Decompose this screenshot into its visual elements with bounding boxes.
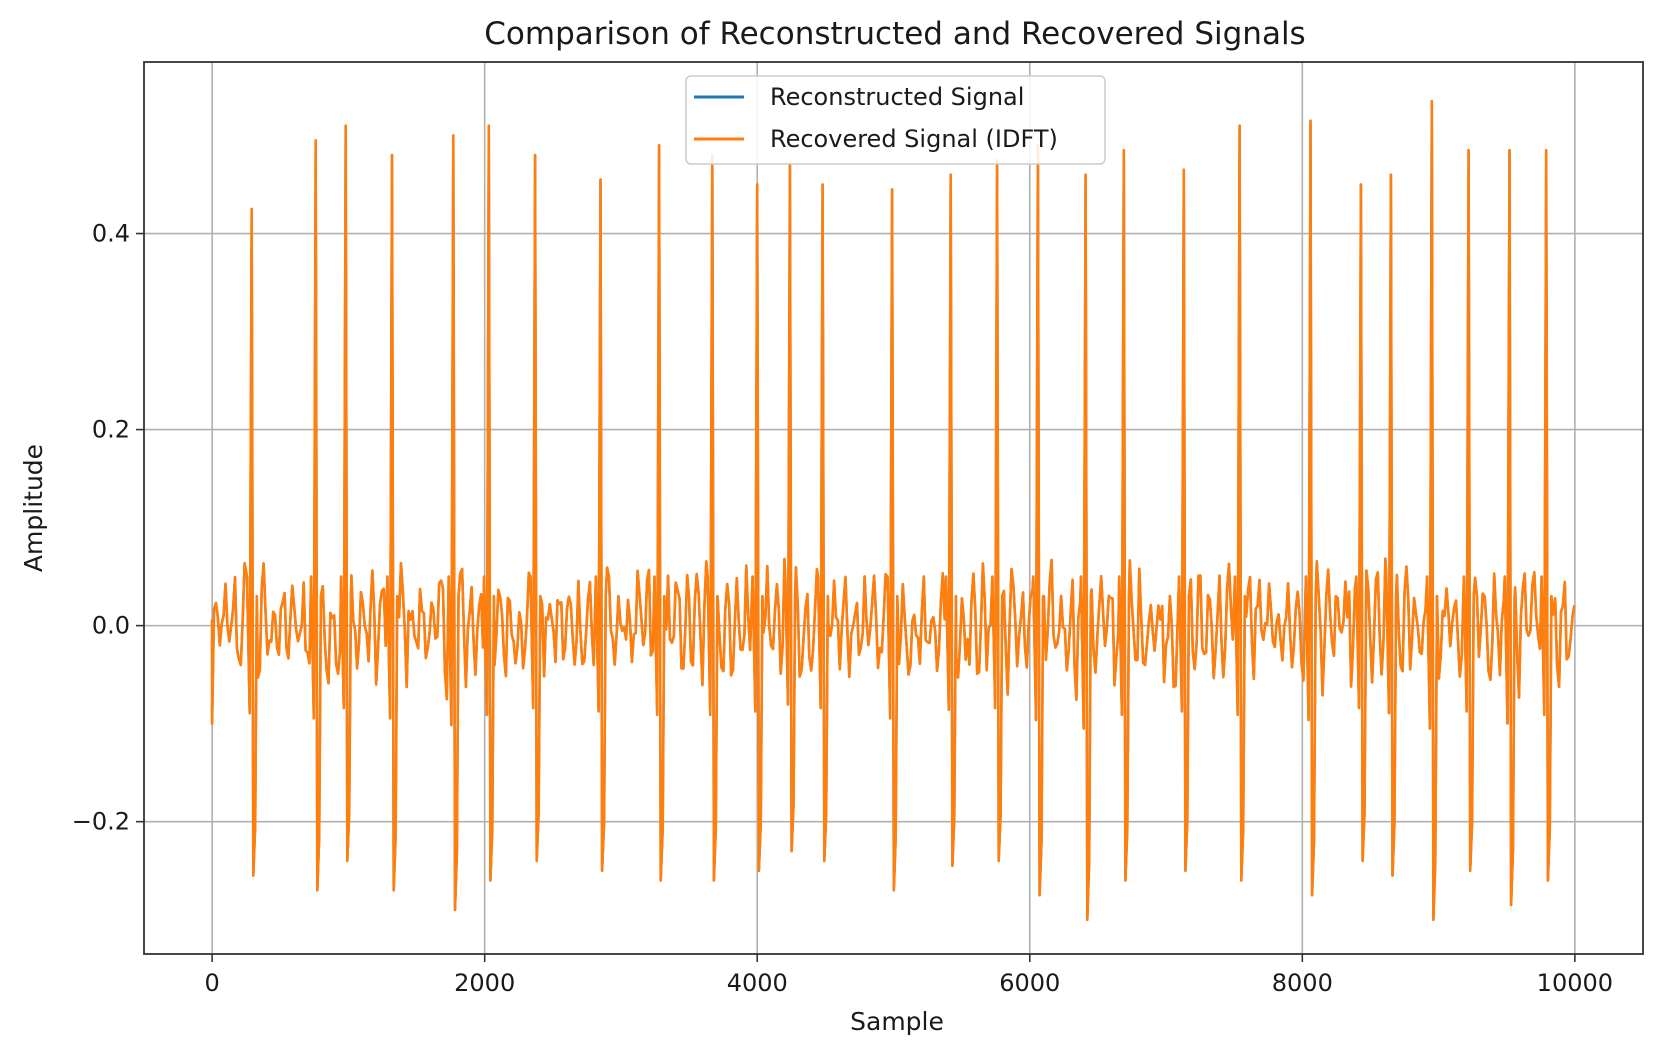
x-tick-label: 2000 bbox=[454, 969, 515, 997]
legend-label-recovered: Recovered Signal (IDFT) bbox=[770, 125, 1058, 153]
y-tick-label: 0.0 bbox=[92, 612, 130, 640]
plot-frame bbox=[143, 61, 1644, 955]
y-tick-label: 0.4 bbox=[92, 220, 130, 248]
legend-frame bbox=[685, 75, 1106, 165]
x-tick-label: 0 bbox=[204, 969, 219, 997]
axis-ticks: 0 2000 4000 6000 8000 10000 −0.2 0.0 0.2 0.4 bbox=[72, 220, 1613, 997]
legend: Reconstructed Signal Recovered Signal (I… bbox=[685, 75, 1106, 165]
x-tick-label: 6000 bbox=[999, 969, 1060, 997]
x-tick-label: 4000 bbox=[727, 969, 788, 997]
chart-title: Comparison of Reconstructed and Recovere… bbox=[484, 16, 1305, 52]
x-tick-label: 10000 bbox=[1537, 969, 1613, 997]
legend-label-reconstructed: Reconstructed Signal bbox=[770, 83, 1024, 111]
x-axis-label: Sample bbox=[850, 1007, 944, 1036]
series-lines bbox=[210, 99, 1576, 921]
y-tick-label: 0.2 bbox=[92, 416, 130, 444]
y-axis-label: Amplitude bbox=[19, 444, 48, 572]
x-tick-label: 8000 bbox=[1272, 969, 1333, 997]
series-line-recovered bbox=[210, 99, 1576, 921]
y-tick-label: −0.2 bbox=[72, 808, 130, 836]
